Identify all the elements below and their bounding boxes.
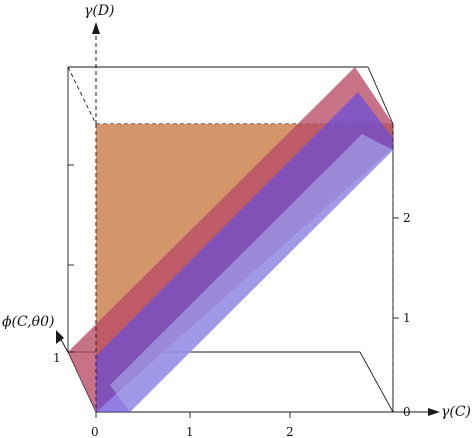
bottom-tick-label: 0 bbox=[91, 425, 99, 438]
right-tick-label: 1 bbox=[403, 311, 411, 325]
right-tick-label: 0 bbox=[403, 405, 411, 419]
vertical-axis-label: γ(D) bbox=[84, 3, 115, 19]
depth-axis-label: ϕ(C,θ0) bbox=[2, 314, 54, 330]
bottom-ticks bbox=[95, 412, 291, 418]
vertical-axis bbox=[92, 22, 100, 124]
right-tick-label: 2 bbox=[403, 211, 411, 225]
horizontal-axis-arrow-icon bbox=[428, 408, 440, 416]
right-ticks bbox=[393, 217, 399, 413]
left-ticks bbox=[68, 164, 74, 353]
horizontal-axis bbox=[393, 408, 440, 416]
depth-axis bbox=[56, 330, 69, 353]
vertical-axis-arrow-icon bbox=[92, 22, 100, 34]
bottom-tick-label: 1 bbox=[186, 425, 194, 438]
horizontal-axis-label: γ(C) bbox=[441, 404, 471, 420]
front-dashed-edges bbox=[95, 124, 394, 412]
bottom-tick-label: 2 bbox=[286, 425, 294, 438]
depth-tick-label: 1 bbox=[53, 351, 61, 365]
blue-side-strip bbox=[110, 134, 393, 412]
depth-axis-arrow-icon bbox=[56, 330, 64, 344]
